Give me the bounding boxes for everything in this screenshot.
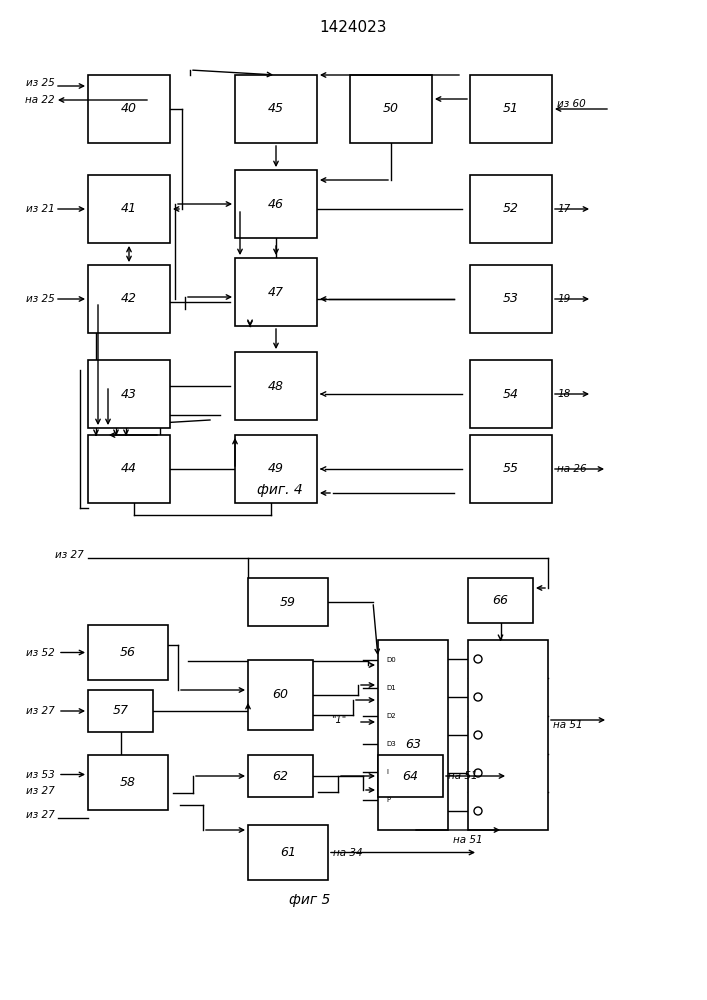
Bar [88, 625, 168, 680]
Text: 54: 54 [503, 387, 519, 400]
Bar [378, 755, 443, 797]
Text: 60: 60 [272, 688, 288, 702]
Text: D0: D0 [386, 657, 396, 663]
Bar [88, 435, 170, 503]
Text: из 21: из 21 [26, 204, 55, 214]
Text: 57: 57 [112, 704, 129, 718]
Text: 43: 43 [121, 387, 137, 400]
Text: 51: 51 [503, 103, 519, 115]
Bar [470, 175, 552, 243]
Text: на 51: на 51 [448, 771, 478, 781]
Bar [235, 258, 317, 326]
Bar [88, 755, 168, 810]
Bar [88, 175, 170, 243]
Text: 18: 18 [557, 389, 571, 399]
Bar [378, 640, 448, 830]
Text: P: P [386, 797, 390, 803]
Text: 55: 55 [503, 462, 519, 476]
Text: 59: 59 [280, 595, 296, 608]
Text: 64: 64 [402, 770, 419, 782]
Text: из 25: из 25 [26, 294, 55, 304]
Text: на 51: на 51 [453, 835, 483, 845]
Text: 42: 42 [121, 292, 137, 306]
Text: 66: 66 [493, 594, 508, 607]
Bar [235, 435, 317, 503]
Text: 44: 44 [121, 462, 137, 476]
Text: 40: 40 [121, 103, 137, 115]
Text: из 27: из 27 [26, 786, 55, 796]
Bar [470, 360, 552, 428]
Text: 17: 17 [557, 204, 571, 214]
Text: I: I [386, 769, 388, 775]
Text: из 25: из 25 [26, 78, 55, 88]
Bar [88, 75, 170, 143]
Text: на 22: на 22 [25, 95, 55, 105]
Text: D2: D2 [386, 713, 396, 719]
Text: 47: 47 [268, 286, 284, 298]
Bar [88, 360, 170, 428]
Text: 52: 52 [503, 202, 519, 216]
Bar [470, 75, 552, 143]
Text: из 53: из 53 [26, 770, 55, 780]
Text: 45: 45 [268, 103, 284, 115]
Bar [350, 75, 432, 143]
Text: 63: 63 [405, 738, 421, 752]
Text: на 26: на 26 [557, 464, 587, 474]
Text: D1: D1 [386, 685, 396, 691]
Text: 48: 48 [268, 379, 284, 392]
Text: на 34: на 34 [333, 848, 363, 857]
Text: 56: 56 [120, 646, 136, 659]
Bar [248, 660, 313, 730]
Text: 53: 53 [503, 292, 519, 306]
Text: из 27: из 27 [26, 810, 55, 820]
Bar [235, 352, 317, 420]
Text: фиг 5: фиг 5 [289, 893, 331, 907]
Bar [88, 690, 153, 732]
Bar [468, 578, 533, 623]
Text: из 27: из 27 [55, 550, 83, 560]
Bar [470, 435, 552, 503]
Bar [468, 640, 548, 830]
Text: 49: 49 [268, 462, 284, 476]
Bar [248, 755, 313, 797]
Text: из 27: из 27 [26, 706, 55, 716]
Text: из 60: из 60 [557, 99, 586, 109]
Text: 46: 46 [268, 198, 284, 211]
Text: 62: 62 [272, 770, 288, 782]
Text: D3: D3 [386, 741, 396, 747]
Bar [248, 825, 328, 880]
Text: 50: 50 [383, 103, 399, 115]
Text: 19: 19 [557, 294, 571, 304]
Text: 58: 58 [120, 776, 136, 789]
Bar [470, 265, 552, 333]
Text: 41: 41 [121, 202, 137, 216]
Bar [248, 578, 328, 626]
Text: 1424023: 1424023 [320, 20, 387, 35]
Bar [88, 265, 170, 333]
Text: "1": "1" [331, 715, 346, 725]
Text: 61: 61 [280, 846, 296, 859]
Text: на 51: на 51 [553, 720, 583, 730]
Bar [235, 170, 317, 238]
Text: фиг. 4: фиг. 4 [257, 483, 303, 497]
Text: из 52: из 52 [26, 648, 55, 658]
Bar [235, 75, 317, 143]
